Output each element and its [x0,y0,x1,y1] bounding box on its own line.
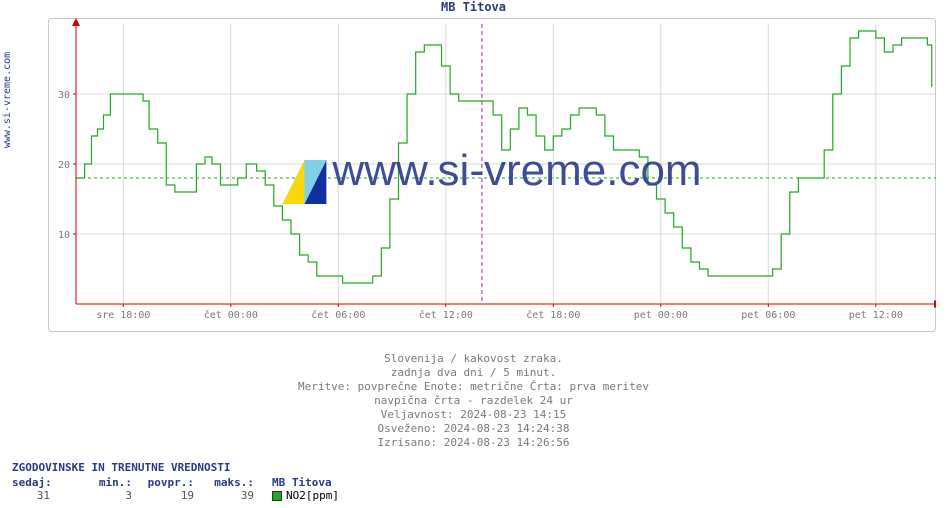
svg-text:pet 00:00: pet 00:00 [634,310,688,321]
stats-val-povpr: 19 [132,489,194,502]
stats-val-min: 3 [72,489,132,502]
svg-text:pet 06:00: pet 06:00 [741,310,795,321]
legend-series-label: NO2[ppm] [286,489,339,502]
caption-block: Slovenija / kakovost zraka. zadnja dva d… [0,352,947,450]
caption-line: Meritve: povprečne Enote: metrične Črta:… [0,380,947,394]
caption-line: Izrisano: 2024-08-23 14:26:56 [0,436,947,450]
legend-swatch-icon [272,491,282,501]
stats-header-povpr: povpr.: [132,476,194,489]
stats-header-maks: maks.: [194,476,254,489]
svg-text:čet 18:00: čet 18:00 [526,309,580,321]
svg-text:20: 20 [58,160,70,171]
stats-val-sedaj: 31 [12,489,72,502]
caption-line: Slovenija / kakovost zraka. [0,352,947,366]
stats-header-series: MB Titova [272,476,432,489]
chart-title: MB Titova [0,0,947,14]
stats-series-legend: NO2[ppm] [272,489,432,502]
caption-line: Osveženo: 2024-08-23 14:24:38 [0,422,947,436]
caption-line: zadnja dva dni / 5 minut. [0,366,947,380]
stats-header-min: min.: [72,476,132,489]
svg-text:sre 18:00: sre 18:00 [96,310,150,321]
caption-line: Veljavnost: 2024-08-23 14:15 [0,408,947,422]
svg-text:čet 12:00: čet 12:00 [419,309,473,321]
stats-header-sedaj: sedaj: [12,476,72,489]
svg-text:10: 10 [58,230,70,241]
stats-block: ZGODOVINSKE IN TRENUTNE VREDNOSTI sedaj:… [12,461,432,502]
svg-text:čet 06:00: čet 06:00 [311,309,365,321]
svg-text:čet 00:00: čet 00:00 [204,309,258,321]
stats-title: ZGODOVINSKE IN TRENUTNE VREDNOSTI [12,461,432,474]
svg-text:pet 12:00: pet 12:00 [849,310,903,321]
line-chart: 10 20 30 sre 18:00 čet 00:00 čet 06:00 čet 12:… [48,18,936,332]
stats-val-maks: 39 [194,489,254,502]
caption-line: navpična črta - razdelek 24 ur [0,394,947,408]
y-axis-source-label: www.si-vreme.com [2,0,13,200]
plot-area: 10 20 30 sre 18:00 čet 00:00 čet 06:00 čet 12:… [48,18,936,332]
svg-text:30: 30 [58,90,70,101]
